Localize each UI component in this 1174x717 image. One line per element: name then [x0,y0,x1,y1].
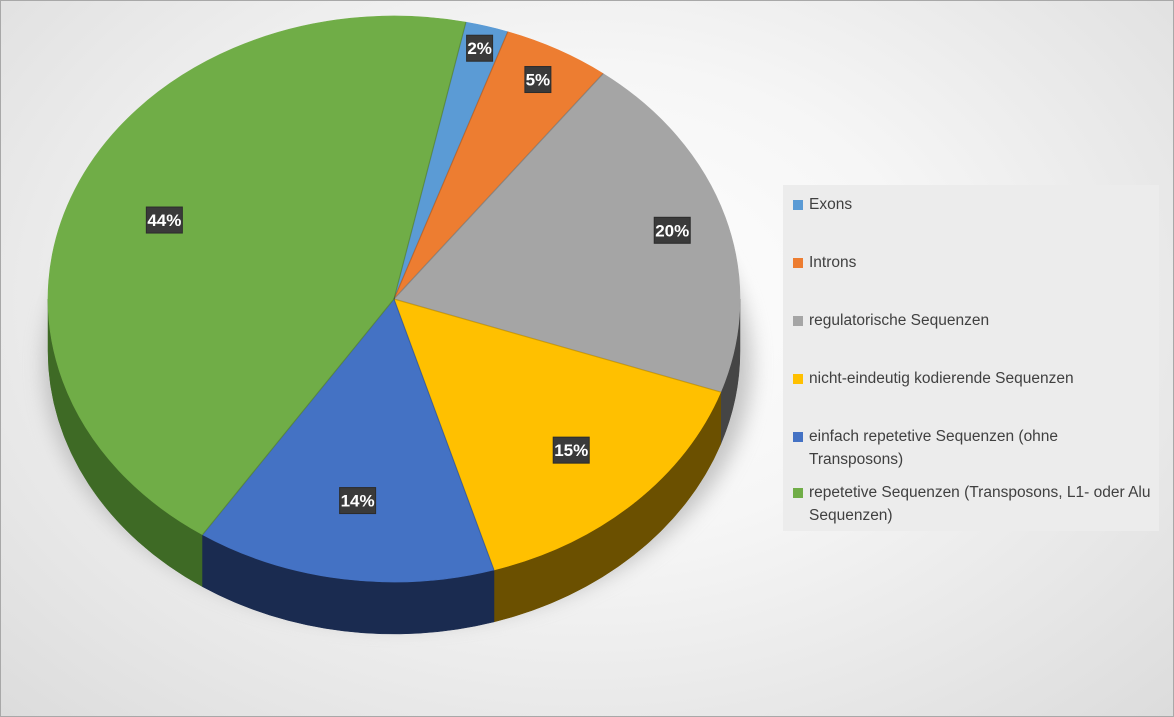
data-label: 20% [653,216,691,244]
legend-item-regulatory: regulatorische Sequenzen [793,309,1154,332]
pie-slice-edge [393,298,721,393]
data-label-box [145,206,183,234]
data-label-box [339,487,377,515]
pie-slice [47,15,467,536]
data-label-text: 14% [341,492,375,511]
legend-label: nicht-eindeutig kodierende Sequenzen [809,370,1074,387]
data-label-box [524,66,552,94]
legend-label: einfach repetetive Sequenzen (ohne Trans… [809,428,1059,468]
data-label-text: 15% [554,441,588,460]
data-label-text: 5% [526,71,551,90]
pie-slice-edge [202,298,395,536]
legend-swatch-introns [793,258,803,268]
legend-label: regulatorische Sequenzen [809,312,990,329]
legend-item-noncoding: nicht-eindeutig kodierende Sequenzen [793,367,1154,390]
legend-swatch-simple-repeats [793,432,803,442]
pie-slice-edge [393,73,604,300]
pie-slice-edge [393,31,509,300]
chart-legend: Exons Introns regulatorische Sequenzen n… [783,185,1159,531]
data-label-box [552,436,590,464]
legend-item-exons: Exons [793,193,1154,216]
legend-label: Introns [809,254,857,271]
legend-swatch-exons [793,200,803,210]
pie-slice-edge [393,298,495,571]
legend-item-simple-repeats: einfach repetetive Sequenzen (ohne Trans… [793,425,1154,471]
legend-label: repetetive Sequenzen (Transposons, L1- o… [809,484,1151,524]
legend-item-transposons: repetetive Sequenzen (Transposons, L1- o… [793,481,1154,527]
pie-slice [393,298,722,571]
data-label: 2% [466,34,494,62]
pie-slice [202,298,495,583]
pie-slice-edge [393,22,467,300]
legend-label: Exons [809,196,853,213]
legend-swatch-transposons [793,488,803,498]
pie-slice [393,73,741,393]
data-label-text: 20% [655,221,689,240]
data-label-box [466,34,494,62]
legend-swatch-regulatory [793,316,803,326]
data-label: 15% [552,436,590,464]
data-label: 14% [339,487,377,515]
data-label-text: 2% [467,39,492,58]
data-label: 44% [145,206,183,234]
data-label-box [653,216,691,244]
data-label: 5% [524,66,552,94]
legend-swatch-noncoding [793,374,803,384]
data-label-text: 44% [147,211,181,230]
legend-item-introns: Introns [793,251,1154,274]
